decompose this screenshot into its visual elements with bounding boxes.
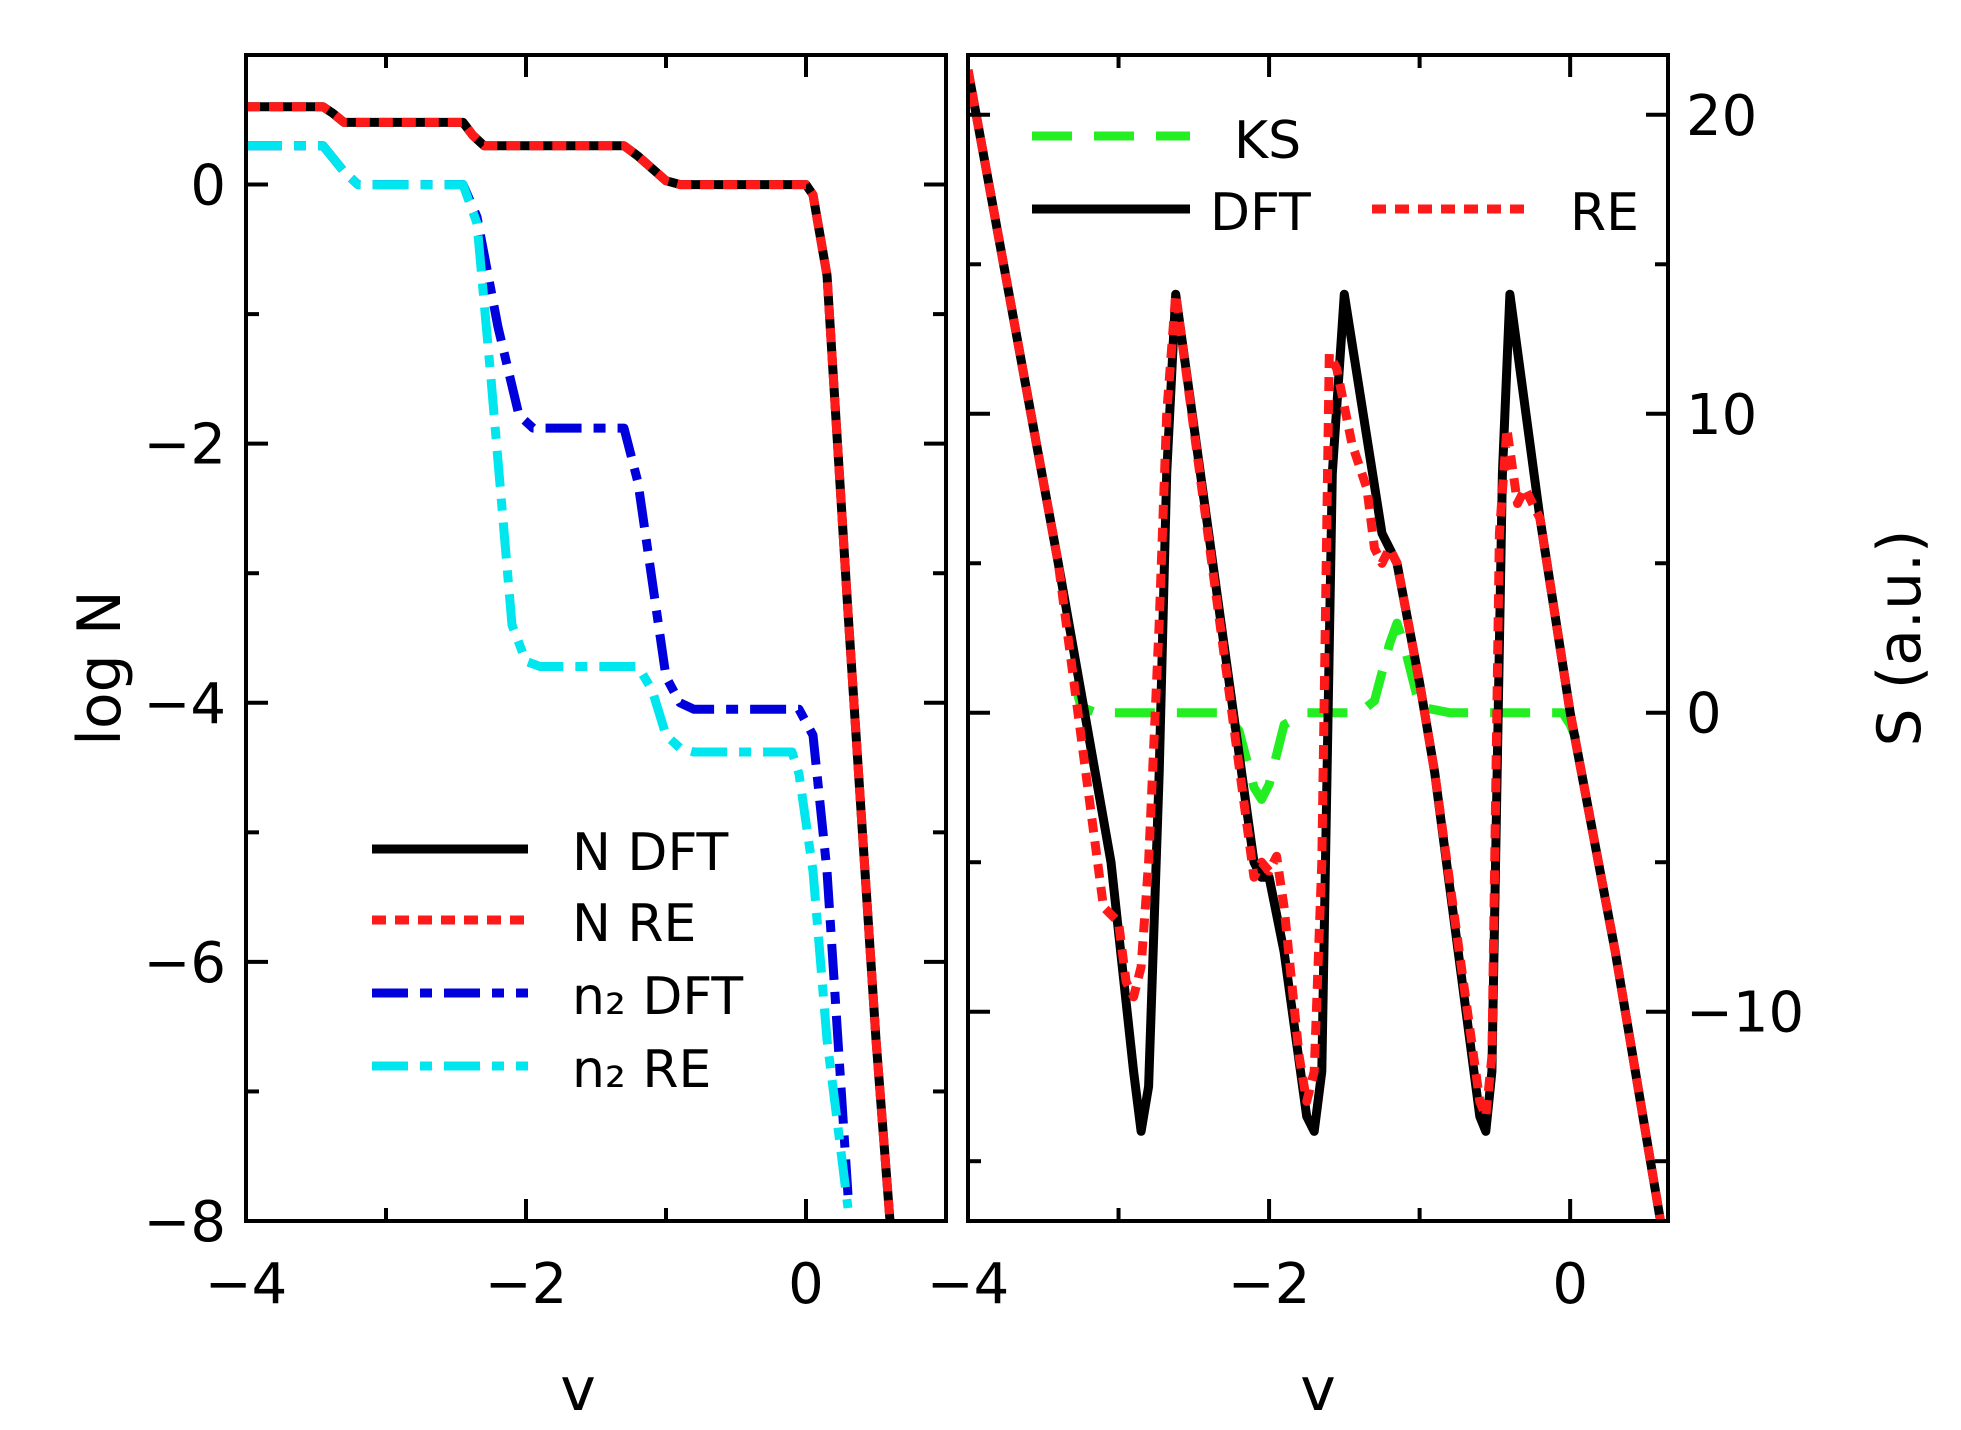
right-plot-frame <box>966 53 1670 1223</box>
left-series-layer <box>246 102 895 1221</box>
right-x-tick-labels: −4 −2 0 <box>927 1252 1588 1317</box>
left-y-axis-label: log N <box>65 590 135 745</box>
right-plot-area <box>966 53 1670 1223</box>
left-panel: −4 −2 0 0 −2 −4 −6 −8 v log N N DFT N RE… <box>65 53 948 1425</box>
series-line-n-re <box>246 141 853 1209</box>
series-line-ks <box>1070 618 1582 804</box>
right-y-tick-label: 0 <box>1686 682 1722 747</box>
legend-label-ks: KS <box>1234 111 1301 171</box>
right-y-tick-label: 20 <box>1686 84 1757 149</box>
left-y-tick-label: −4 <box>143 672 226 737</box>
left-y-tick-label: −6 <box>143 931 226 996</box>
right-x-axis-label: v <box>1300 1355 1336 1425</box>
series-line-dft <box>968 69 1665 1221</box>
left-y-tick-label: 0 <box>190 154 226 219</box>
right-x-tick-label: −4 <box>927 1252 1010 1317</box>
right-y-tick-labels: −10 0 10 20 <box>1686 84 1804 1046</box>
right-legend: KS DFT RE <box>1032 111 1639 243</box>
legend-label-n-dft: N DFT <box>572 823 728 883</box>
right-y-axis-label: S (a.u.) <box>1865 530 1935 747</box>
left-legend: N DFT N RE n₂ DFT n₂ RE <box>372 823 743 1100</box>
right-series-layer <box>968 69 1665 1221</box>
left-x-tick-label: −2 <box>485 1252 568 1317</box>
legend-label-dft: DFT <box>1210 183 1311 243</box>
legend-label-n2-dft: n₂ DFT <box>572 967 743 1027</box>
left-x-tick-label: 0 <box>788 1252 824 1317</box>
left-x-axis-label: v <box>560 1355 596 1425</box>
left-x-tick-label: −4 <box>205 1252 288 1317</box>
left-y-tick-label: −8 <box>143 1190 226 1255</box>
right-x-tick-label: 0 <box>1552 1252 1588 1317</box>
left-plot-area <box>244 53 948 1223</box>
right-ticks <box>966 55 1668 1221</box>
right-x-tick-label: −2 <box>1228 1252 1311 1317</box>
left-x-tick-labels: −4 −2 0 <box>205 1252 824 1317</box>
series-line-n-dft <box>246 102 895 1221</box>
legend-label-n-re: N RE <box>572 894 696 954</box>
right-y-tick-label: −10 <box>1686 981 1804 1046</box>
legend-label-n2-re: n₂ RE <box>572 1040 711 1100</box>
left-plot-frame <box>244 53 948 1223</box>
left-y-tick-label: −2 <box>143 413 226 478</box>
legend-label-re: RE <box>1570 183 1639 243</box>
series-line-n-re <box>246 102 895 1221</box>
right-y-tick-label: 10 <box>1686 383 1757 448</box>
left-y-tick-labels: 0 −2 −4 −6 −8 <box>143 154 226 1255</box>
right-panel: −4 −2 0 −10 0 10 20 v S (a.u.) KS DFT RE <box>927 53 1935 1425</box>
series-line-re <box>968 69 1665 1221</box>
